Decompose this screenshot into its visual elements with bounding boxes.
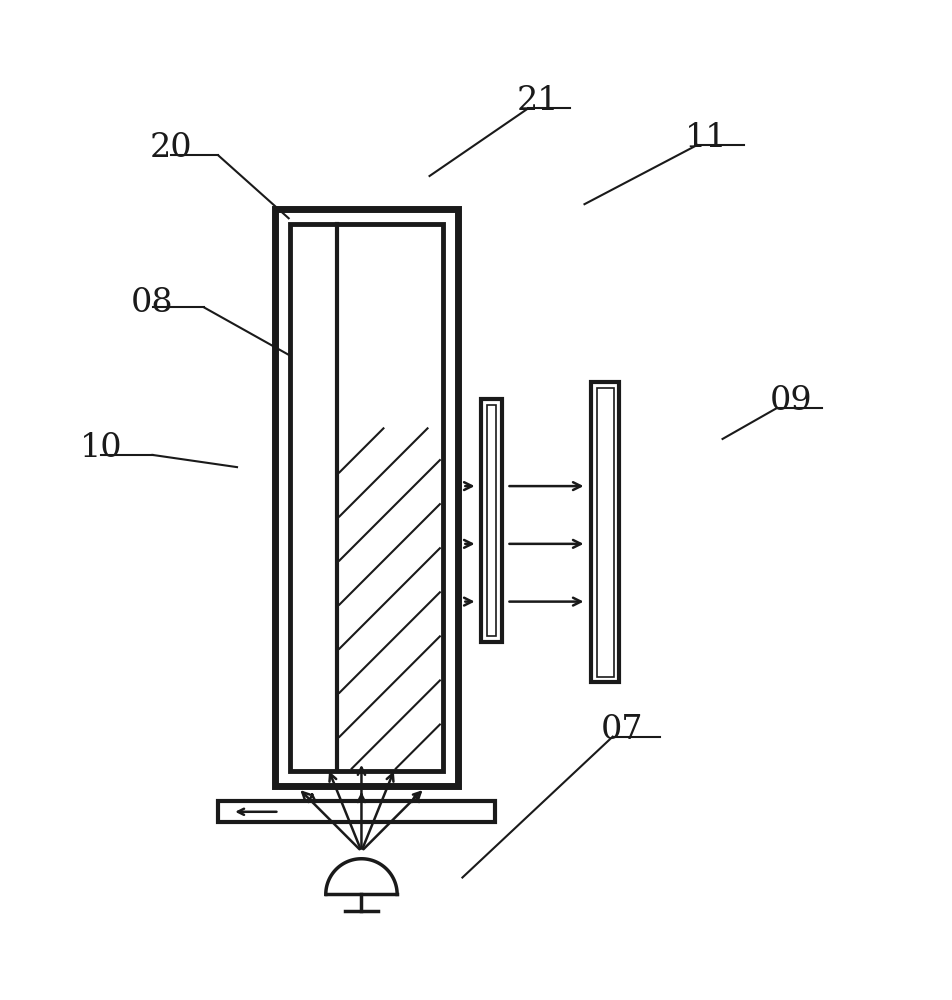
Text: 20: 20 (149, 132, 192, 164)
Bar (486, 405, 496, 636)
Bar (590, 382, 619, 682)
Bar (274, 209, 457, 786)
Text: 09: 09 (769, 385, 811, 417)
Bar (596, 388, 613, 677)
Bar (218, 801, 495, 822)
Text: 10: 10 (79, 432, 122, 464)
Text: 07: 07 (600, 714, 643, 746)
Text: 11: 11 (684, 122, 727, 154)
Text: 21: 21 (516, 85, 558, 117)
Bar (481, 399, 502, 642)
Text: 08: 08 (131, 287, 173, 319)
Bar (289, 224, 443, 771)
